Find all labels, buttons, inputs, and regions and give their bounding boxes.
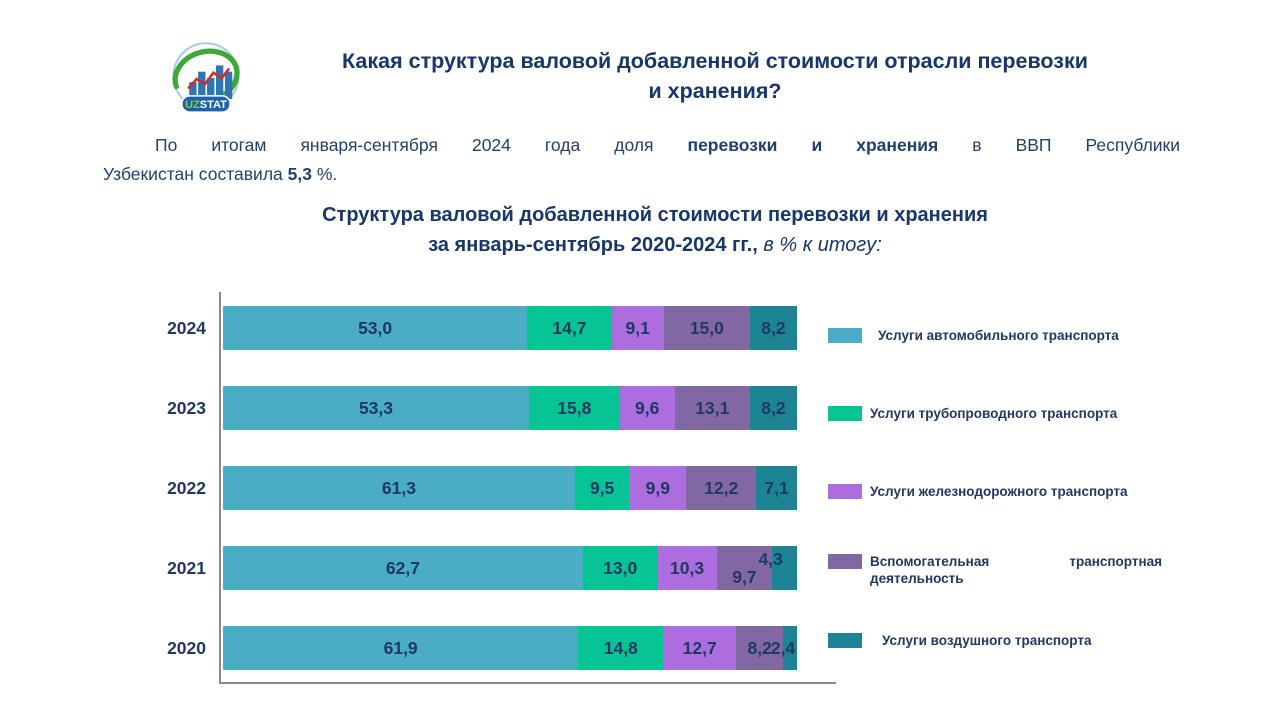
legend-item: Услуги воздушного транспорта: [828, 632, 1162, 649]
legend-swatch: [828, 406, 862, 421]
logo-uzstat-label: UZSTAT: [181, 95, 231, 113]
bar-segment: 9,1: [611, 306, 664, 350]
bar-value-label: 53,0: [358, 317, 393, 338]
chart-bar-row: 53,0 14,7 9,1 15,0 8,2: [223, 306, 797, 350]
bar-segment: 8,2: [749, 306, 797, 350]
bar-value-label: 62,7: [385, 557, 420, 578]
intro-text: %.: [311, 164, 338, 184]
bar-value-label: 14,8: [603, 637, 638, 658]
page-title: Какая структура валовой добавленной стои…: [342, 49, 1088, 103]
bar-value-label: 9,1: [625, 317, 650, 338]
bar-value-label: 9,6: [635, 397, 660, 418]
bar-value-label: 13,0: [603, 557, 638, 578]
legend-label: Услуги трубопроводного транспорта: [870, 406, 1118, 421]
year-label: 2023: [167, 398, 206, 418]
legend-label: Услуги воздушного транспорта: [882, 633, 1092, 648]
logo-bars: [189, 65, 233, 99]
year-label: 2022: [167, 478, 206, 498]
bar-segment: 9,5: [574, 466, 630, 510]
svg-text:UZSTAT: UZSTAT: [185, 99, 227, 111]
bar-value-label: 61,9: [383, 637, 418, 658]
legend-swatch: [828, 484, 862, 499]
bar-segment: 12,2: [686, 466, 757, 510]
legend-swatch: [828, 554, 862, 569]
bar-value-label: 9,5: [589, 477, 615, 498]
intro-line-1: По итогам января-сентября 2024 года доля…: [103, 131, 1180, 160]
bar-segment: 9,7: [716, 546, 773, 590]
bar-segment: 10,3: [657, 546, 717, 590]
bar-segment: 62,7: [223, 546, 583, 590]
bar-value-label: 2,4: [770, 637, 796, 658]
bar-value-label: 13,1: [695, 397, 730, 418]
chart-bar-row: 53,3 15,8 9,6 13,1 8,2: [223, 386, 797, 430]
legend-swatch: [828, 328, 862, 343]
bar-segment: 12,7: [663, 626, 737, 670]
bar-segment: 61,9: [223, 626, 579, 670]
bar-segment: 14,8: [578, 626, 664, 670]
bar-value-label: 61,3: [381, 477, 416, 498]
bar-segment: 4,3: [758, 546, 797, 590]
chart-bar-row: 61,9 14,8 12,7 8,2 2,4: [223, 626, 797, 670]
chart-title-line2: за январь-сентябрь 2020-2024 гг.,: [428, 234, 764, 256]
legend-label: Вспомогательная транспортная деятельност…: [870, 554, 1162, 586]
chart-bar-row: 61,3 9,5 9,9 12,2 7,1: [223, 466, 797, 510]
legend-label: Услуги автомобильного транспорта: [878, 328, 1119, 343]
bar-segment: 9,6: [619, 386, 675, 430]
bar-segment: 15,8: [528, 386, 620, 430]
bar-value-label: 8,2: [761, 397, 786, 418]
legend-swatch: [828, 633, 862, 648]
bar-value-label: 9,9: [645, 477, 670, 498]
bar-segment: 53,3: [223, 386, 529, 430]
bar-value-label: 53,3: [358, 397, 393, 418]
bar-value-label: 9,7: [732, 566, 757, 587]
intro-bold-phrase: перевозки и хранения: [687, 135, 939, 155]
bar-segment: 13,1: [674, 386, 750, 430]
bar-value-label: 8,2: [761, 317, 786, 338]
bar-value-label: 12,2: [704, 477, 739, 498]
bar-segment: 9,9: [629, 466, 687, 510]
bar-segment: 61,3: [223, 466, 575, 510]
chart-title-unit: в % к итогу:: [763, 234, 882, 256]
legend-item: Услуги автомобильного транспорта: [828, 327, 1162, 344]
legend-label: Услуги железнодорожного транспорта: [870, 484, 1128, 499]
uzstat-logo: UZSTAT: [172, 42, 240, 113]
bar-value-label: 12,7: [682, 637, 717, 658]
year-label: 2024: [167, 318, 206, 338]
intro-line-2: Узбекистан составила 5,3 %.: [103, 160, 1180, 189]
intro-bold-value: 5,3: [287, 164, 312, 184]
chart-bar-row: 62,7 13,0 10,3 9,7 4,3: [223, 546, 797, 590]
bar-segment: 53,0: [223, 306, 528, 350]
year-label: 2021: [167, 558, 206, 578]
bar-value-label: 15,8: [557, 397, 592, 418]
bar-segment: 8,2: [749, 386, 797, 430]
bar-value-label: 7,1: [764, 477, 789, 498]
bar-segment: 7,1: [756, 466, 797, 510]
bar-value-label: 10,3: [670, 557, 705, 578]
chart-title-line1: Структура валовой добавленной стоимости …: [322, 204, 988, 226]
chart-plot-area: 53,0 14,7 9,1 15,0 8,2 53,3 15,8 9,6 13,1 8,2 61,3…: [219, 292, 797, 682]
x-axis-line: [219, 682, 836, 684]
bar-segment: 15,0: [663, 306, 750, 350]
intro-text: Узбекистан составила: [103, 164, 288, 184]
bar-segment: 13,0: [582, 546, 658, 590]
legend-item: Услуги железнодорожного транспорта: [828, 483, 1162, 500]
bar-segment: 14,7: [527, 306, 612, 350]
intro-text: По итогам января-сентября 2024 года доля: [155, 135, 688, 155]
bar-value-label: 14,7: [552, 317, 587, 338]
bar-segment: 2,4: [771, 626, 797, 670]
legend-item: Услуги трубопроводного транспорта: [828, 405, 1162, 422]
year-label: 2020: [167, 638, 206, 658]
intro-text: в ВВП Республики: [938, 135, 1180, 155]
bar-value-label: 8,2: [747, 637, 772, 658]
bar-value-label: 4,3: [758, 548, 783, 569]
chart-title: Структура валовой добавленной стоимости …: [180, 200, 1130, 260]
legend-item: Вспомогательная транспортная деятельност…: [828, 553, 1162, 587]
intro-paragraph: По итогам января-сентября 2024 года доля…: [103, 131, 1180, 189]
bar-segment: 8,2: [736, 626, 784, 670]
bar-value-label: 15,0: [689, 317, 724, 338]
logo-trend-line: [187, 67, 231, 90]
